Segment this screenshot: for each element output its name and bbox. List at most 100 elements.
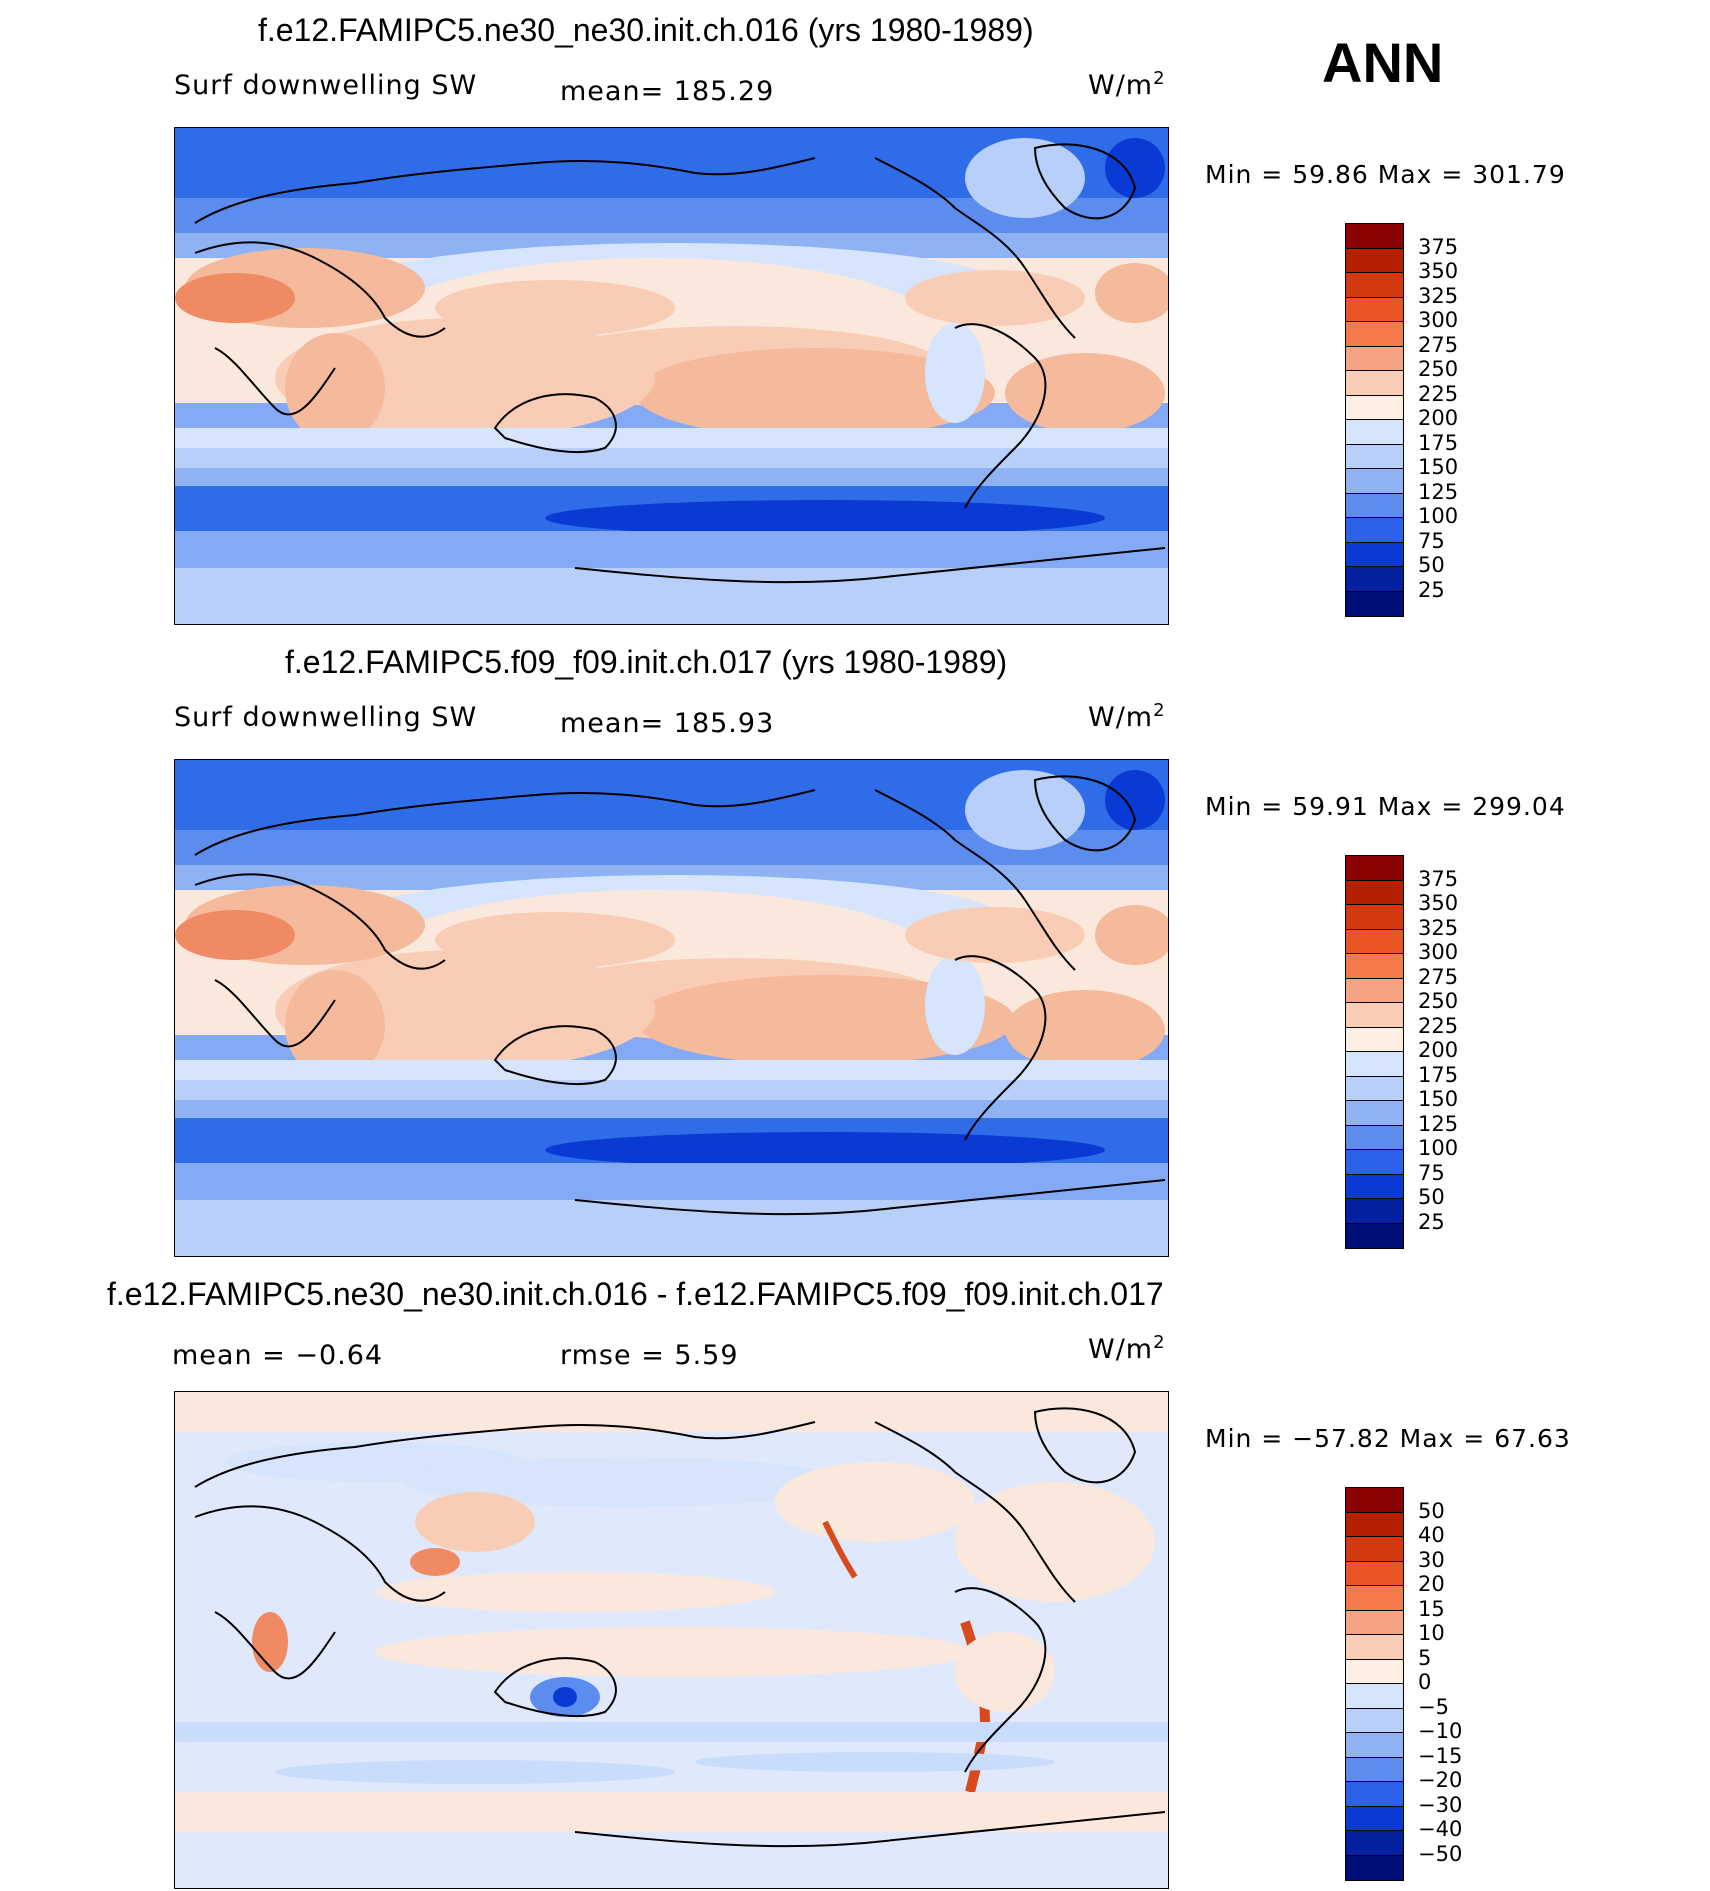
colorbar-label: 125 [1418,479,1459,504]
colorbar-label: 275 [1418,332,1459,357]
colorbar-swatch [1346,248,1403,273]
panel2-units: W/m2 [1088,700,1166,733]
panel2-field [175,760,1168,1256]
colorbar-swatch [1346,1831,1403,1856]
colorbar-swatch [1346,1659,1403,1684]
colorbar-swatch [1346,1610,1403,1635]
colorbar-label: −20 [1418,1768,1463,1792]
colorbar-swatch [1346,346,1403,371]
colorbar-swatch [1346,1003,1403,1028]
colorbar-swatch [1346,1052,1403,1077]
colorbar-swatch [1346,1150,1403,1175]
panel3-mean: mean = −0.64 [172,1340,384,1371]
colorbar-swatch [1346,1806,1403,1831]
panel1-field [175,128,1168,624]
panel3-minmax: Min = −57.82 Max = 67.63 [1205,1424,1571,1453]
colorbar-label: 150 [1418,1087,1459,1111]
colorbar-label: −5 [1418,1694,1449,1719]
season-label: ANN [1322,31,1444,94]
colorbar-swatch [1346,978,1403,1003]
colorbar-label: 300 [1418,940,1459,964]
colorbar-label: 175 [1418,1062,1459,1087]
colorbar-swatch [1346,224,1403,249]
colorbar-label: 100 [1418,1136,1459,1160]
colorbar-label: 200 [1418,1038,1459,1062]
colorbar-swatch [1346,1855,1403,1880]
panel2-minmax: Min = 59.91 Max = 299.04 [1205,792,1566,821]
colorbar-label: 300 [1418,308,1459,332]
colorbar-label: −10 [1418,1719,1463,1743]
panel3-units: W/m2 [1088,1332,1166,1365]
panel2-map [174,759,1169,1257]
panel3-map [174,1391,1169,1889]
panel2-variable: Surf downwelling SW [174,702,478,733]
colorbar-swatch [1346,1076,1403,1101]
colorbar-label: 25 [1418,1209,1445,1234]
panel1-minmax: Min = 59.86 Max = 301.79 [1205,160,1566,189]
colorbar-swatch [1346,1512,1403,1537]
colorbar-swatch [1346,371,1403,396]
colorbar-label: 350 [1418,259,1459,283]
colorbar-label: 375 [1418,234,1459,259]
colorbar-label: 275 [1418,964,1459,989]
colorbar-swatch [1346,469,1403,494]
colorbar-swatch [1346,420,1403,445]
colorbar-swatch [1346,518,1403,543]
colorbar-label: 25 [1418,577,1445,602]
colorbar-label: 325 [1418,915,1459,940]
panel3-colorbar [1345,1487,1404,1881]
colorbar-swatch [1346,1125,1403,1150]
colorbar-label: 75 [1418,1160,1445,1185]
panel3-rmse: rmse = 5.59 [560,1340,739,1371]
colorbar-swatch [1346,1684,1403,1709]
colorbar-swatch [1346,1537,1403,1562]
colorbar-swatch [1346,542,1403,567]
colorbar-swatch [1346,1586,1403,1611]
colorbar-label: 0 [1418,1670,1432,1694]
colorbar-label: −40 [1418,1817,1463,1841]
colorbar-swatch [1346,444,1403,469]
colorbar-swatch [1346,1757,1403,1782]
colorbar-label: 100 [1418,504,1459,528]
colorbar-swatch [1346,1733,1403,1758]
colorbar-swatch [1346,1635,1403,1660]
colorbar-label: 5 [1418,1645,1432,1670]
colorbar-label: 20 [1418,1572,1445,1596]
panel1-units: W/m2 [1088,68,1166,101]
colorbar-label: −15 [1418,1743,1463,1768]
colorbar-label: 150 [1418,455,1459,479]
colorbar-swatch [1346,1488,1403,1513]
colorbar-swatch [1346,954,1403,979]
colorbar-label: 225 [1418,381,1459,406]
colorbar-label: 250 [1418,989,1459,1013]
panel1-colorbar [1345,223,1404,617]
colorbar-label: 350 [1418,891,1459,915]
colorbar-label: −50 [1418,1841,1463,1866]
colorbar-label: 250 [1418,357,1459,381]
colorbar-swatch [1346,273,1403,298]
colorbar-swatch [1346,1561,1403,1586]
colorbar-swatch [1346,1027,1403,1052]
colorbar-swatch [1346,493,1403,518]
colorbar-swatch [1346,567,1403,592]
colorbar-swatch [1346,1708,1403,1733]
colorbar-swatch [1346,1223,1403,1248]
colorbar-label: 15 [1418,1596,1445,1621]
colorbar-label: 30 [1418,1547,1445,1572]
colorbar-swatch [1346,297,1403,322]
colorbar-swatch [1346,905,1403,930]
panel1-map [174,127,1169,625]
colorbar-label: 325 [1418,283,1459,308]
colorbar-label: 10 [1418,1621,1445,1645]
colorbar-swatch [1346,591,1403,616]
panel2-colorbar [1345,855,1404,1249]
colorbar-label: −30 [1418,1792,1463,1817]
colorbar-label: 50 [1418,1185,1445,1209]
colorbar-label: 200 [1418,406,1459,430]
colorbar-label: 125 [1418,1111,1459,1136]
colorbar-swatch [1346,929,1403,954]
panel1-title: f.e12.FAMIPC5.ne30_ne30.init.ch.016 (yrs… [258,12,1034,48]
colorbar-swatch [1346,856,1403,881]
colorbar-swatch [1346,1199,1403,1224]
panel3-title: f.e12.FAMIPC5.ne30_ne30.init.ch.016 - f.… [107,1276,1164,1312]
